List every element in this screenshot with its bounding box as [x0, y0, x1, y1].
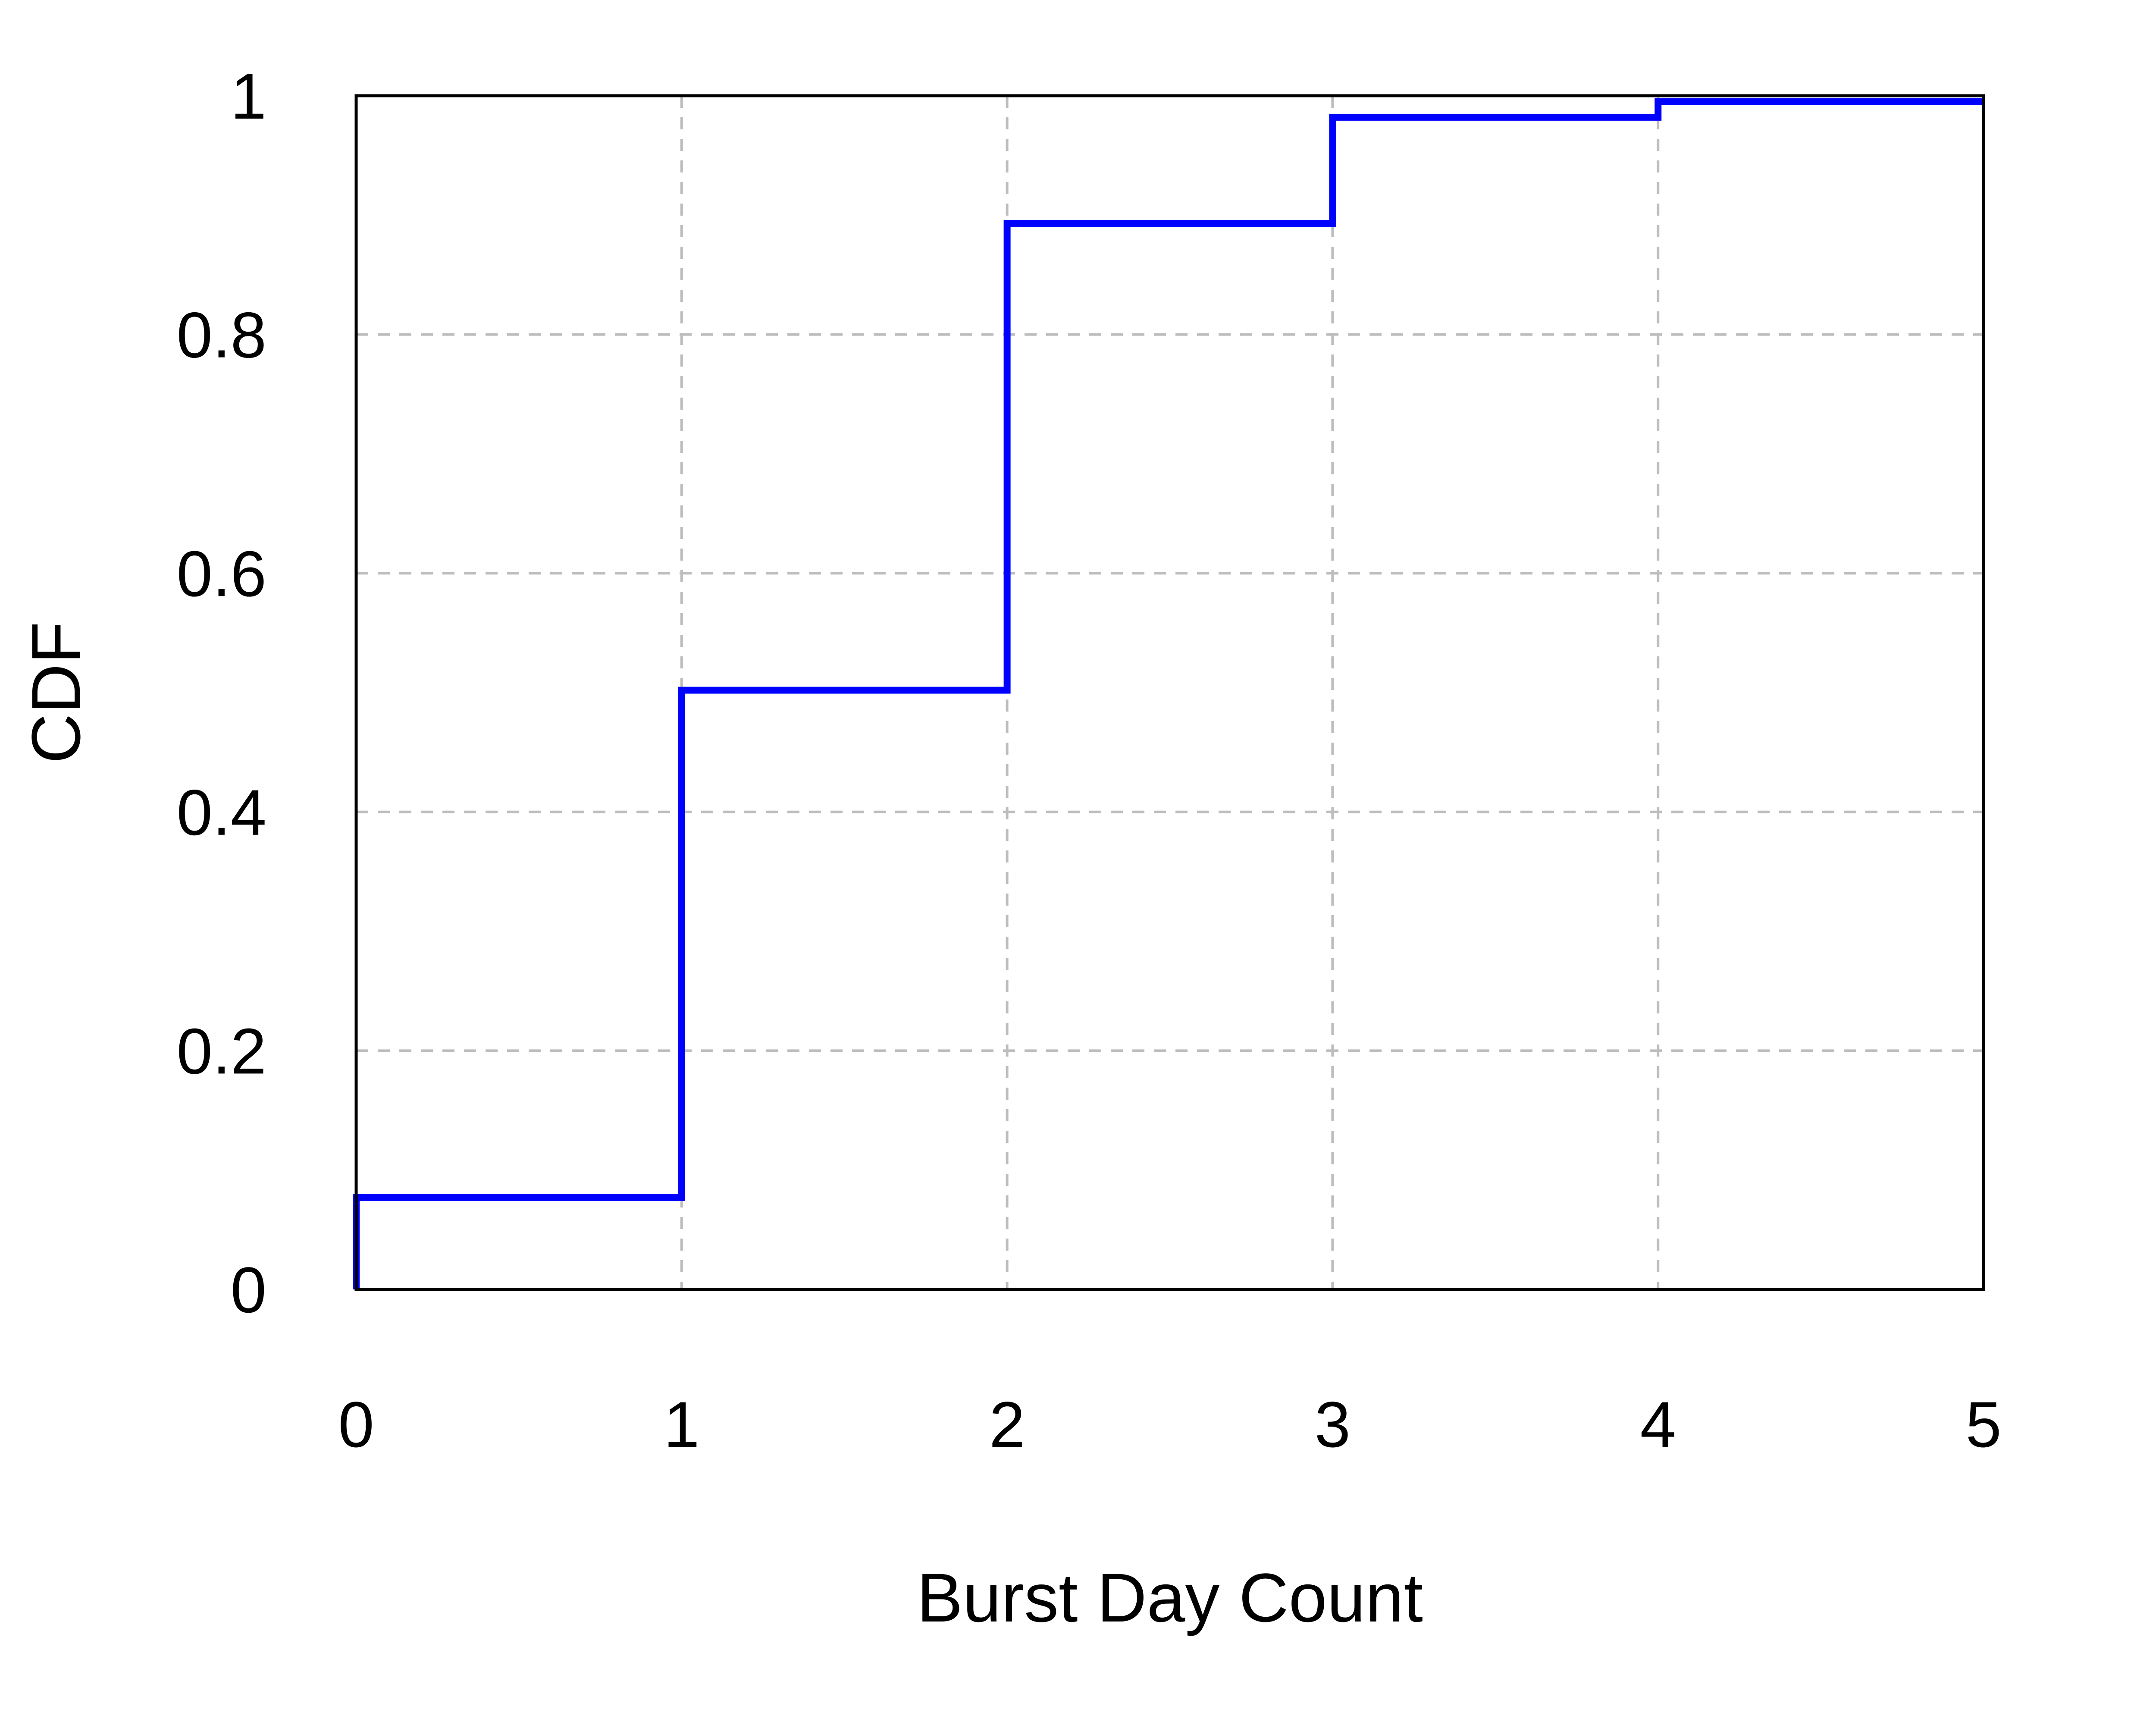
- x-tick-label-2: 2: [989, 1388, 1025, 1461]
- x-tick-label-3: 3: [1315, 1388, 1351, 1461]
- x-axis-label: Burst Day Count: [917, 1559, 1423, 1636]
- y-tick-labels: 0 0.2 0.4 0.6 0.8 1: [176, 60, 266, 1326]
- y-tick-label-4: 0.8: [176, 299, 266, 371]
- x-tick-labels: 0 1 2 3 4 5: [338, 1388, 2001, 1461]
- series-layer: [353, 98, 1984, 1289]
- y-tick-label-0: 0: [231, 1254, 266, 1326]
- y-axis-label: CDF: [17, 622, 94, 764]
- x-tick-label-0: 0: [338, 1388, 374, 1461]
- x-tick-label-4: 4: [1640, 1388, 1676, 1461]
- y-tick-label-2: 0.4: [176, 776, 266, 849]
- plot-frame: [354, 94, 1985, 1291]
- y-tick-label-5: 1: [231, 60, 266, 132]
- y-tick-label-1: 0.2: [176, 1015, 266, 1087]
- cdf-series-line-0: [353, 98, 1984, 1289]
- grid-lines: [356, 96, 1984, 1289]
- x-tick-label-1: 1: [664, 1388, 699, 1461]
- y-tick-label-3: 0.6: [176, 537, 266, 610]
- x-tick-label-5: 5: [1965, 1388, 2001, 1461]
